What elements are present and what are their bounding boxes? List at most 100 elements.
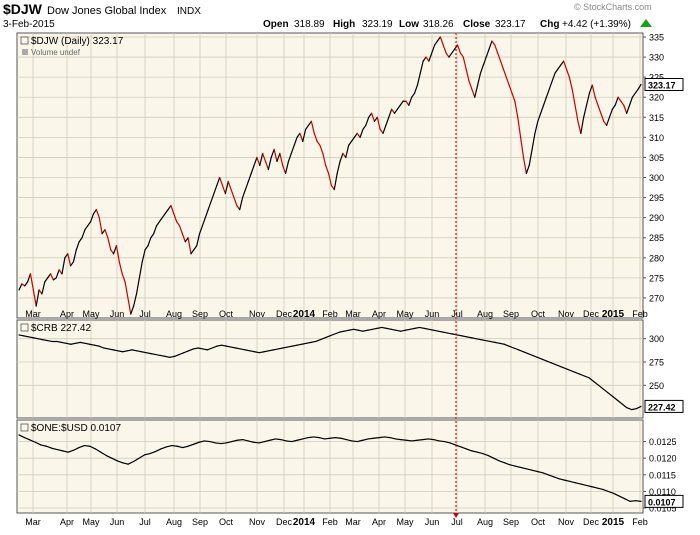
data-point	[327, 172, 333, 187]
data-point	[138, 261, 143, 279]
data-point	[423, 327, 430, 330]
data-point	[494, 44, 499, 54]
data-point	[183, 350, 190, 354]
data-point	[343, 329, 350, 332]
data-point	[131, 349, 138, 352]
data-point	[499, 342, 505, 345]
last-value-box	[644, 494, 684, 508]
data-point	[90, 213, 95, 223]
x-tick-label: Feb	[322, 309, 338, 319]
y-tick-label: 0.0105	[649, 504, 677, 514]
data-point	[216, 176, 221, 187]
data-point	[149, 450, 156, 455]
data-point	[313, 132, 318, 142]
data-point	[597, 384, 604, 390]
high-value: 323.19	[362, 19, 393, 30]
data-point	[348, 140, 353, 146]
data-point	[203, 440, 211, 443]
data-point	[534, 120, 539, 134]
data-point	[315, 339, 322, 343]
data-point	[545, 88, 550, 98]
data-point	[206, 347, 213, 351]
data-point	[35, 289, 40, 307]
data-point	[112, 245, 118, 255]
panel-3: 0.0105 0.0110 0.0115 0.0120 0.0125 $ONE:$USD …	[16, 419, 684, 528]
data-point	[634, 88, 639, 94]
y-tick-label: 330	[649, 53, 664, 63]
data-point	[419, 60, 424, 74]
data-point	[178, 352, 185, 356]
data-point	[399, 100, 404, 106]
data-point	[579, 373, 586, 377]
data-point	[373, 437, 380, 439]
data-point	[155, 353, 161, 357]
x-tick-label: Nov	[558, 517, 575, 527]
x-tick-label: Oct	[219, 517, 234, 527]
y-tick-label: 290	[649, 213, 664, 223]
data-point	[204, 209, 209, 219]
up-triangle-icon	[640, 19, 652, 27]
data-point	[241, 188, 247, 199]
data-point	[541, 358, 548, 362]
data-point	[514, 100, 519, 118]
data-point	[227, 180, 232, 191]
panel-subtitle: Volume undef	[31, 48, 81, 57]
data-point	[588, 84, 593, 94]
x-tick-label: Nov	[249, 517, 266, 527]
data-point	[79, 341, 86, 344]
data-point	[323, 437, 331, 440]
data-point	[385, 327, 392, 330]
data-point	[190, 249, 195, 255]
data-point	[454, 44, 459, 50]
data-point	[342, 152, 347, 159]
data-point	[143, 452, 151, 456]
data-point	[253, 441, 260, 444]
data-point	[525, 468, 533, 471]
data-point	[635, 405, 642, 410]
y-tick-label: 300	[649, 334, 664, 344]
x-tick-label: Nov	[558, 309, 575, 319]
data-point	[334, 331, 341, 335]
data-point	[83, 444, 91, 447]
data-point	[141, 249, 146, 263]
data-point	[18, 434, 26, 439]
data-point	[352, 328, 359, 331]
data-point	[425, 56, 430, 62]
open-value: 318.89	[294, 19, 325, 30]
x-tick-label: Aug	[477, 309, 493, 319]
data-point	[224, 180, 229, 195]
data-point	[301, 342, 308, 345]
data-point	[508, 345, 515, 349]
data-point	[339, 152, 344, 163]
x-tick-label: Aug	[477, 517, 493, 527]
data-point	[488, 40, 493, 50]
data-point	[130, 305, 135, 315]
data-point	[359, 128, 364, 138]
data-point	[27, 336, 34, 339]
x-tick-label: May	[396, 517, 414, 527]
data-point	[49, 273, 55, 281]
data-point	[379, 128, 384, 134]
close-value: 323.17	[495, 19, 526, 30]
data-point	[411, 439, 418, 442]
panel-title: $DJW (Daily) 323.17	[31, 36, 124, 47]
x-tick-label: Jun	[425, 309, 440, 319]
data-point	[56, 448, 64, 452]
data-point	[574, 371, 581, 375]
data-point	[307, 120, 312, 126]
data-point	[147, 237, 152, 247]
data-point	[158, 217, 163, 223]
data-point	[468, 80, 473, 90]
data-point	[433, 439, 440, 442]
data-point	[45, 445, 53, 449]
data-point	[439, 36, 444, 46]
data-point	[618, 495, 626, 500]
data-point	[34, 441, 42, 446]
x-tick-label: 2015	[602, 309, 625, 320]
data-point	[214, 442, 222, 445]
data-point	[487, 454, 495, 459]
x-tick-label: Sep	[192, 309, 208, 319]
data-point	[236, 439, 244, 441]
